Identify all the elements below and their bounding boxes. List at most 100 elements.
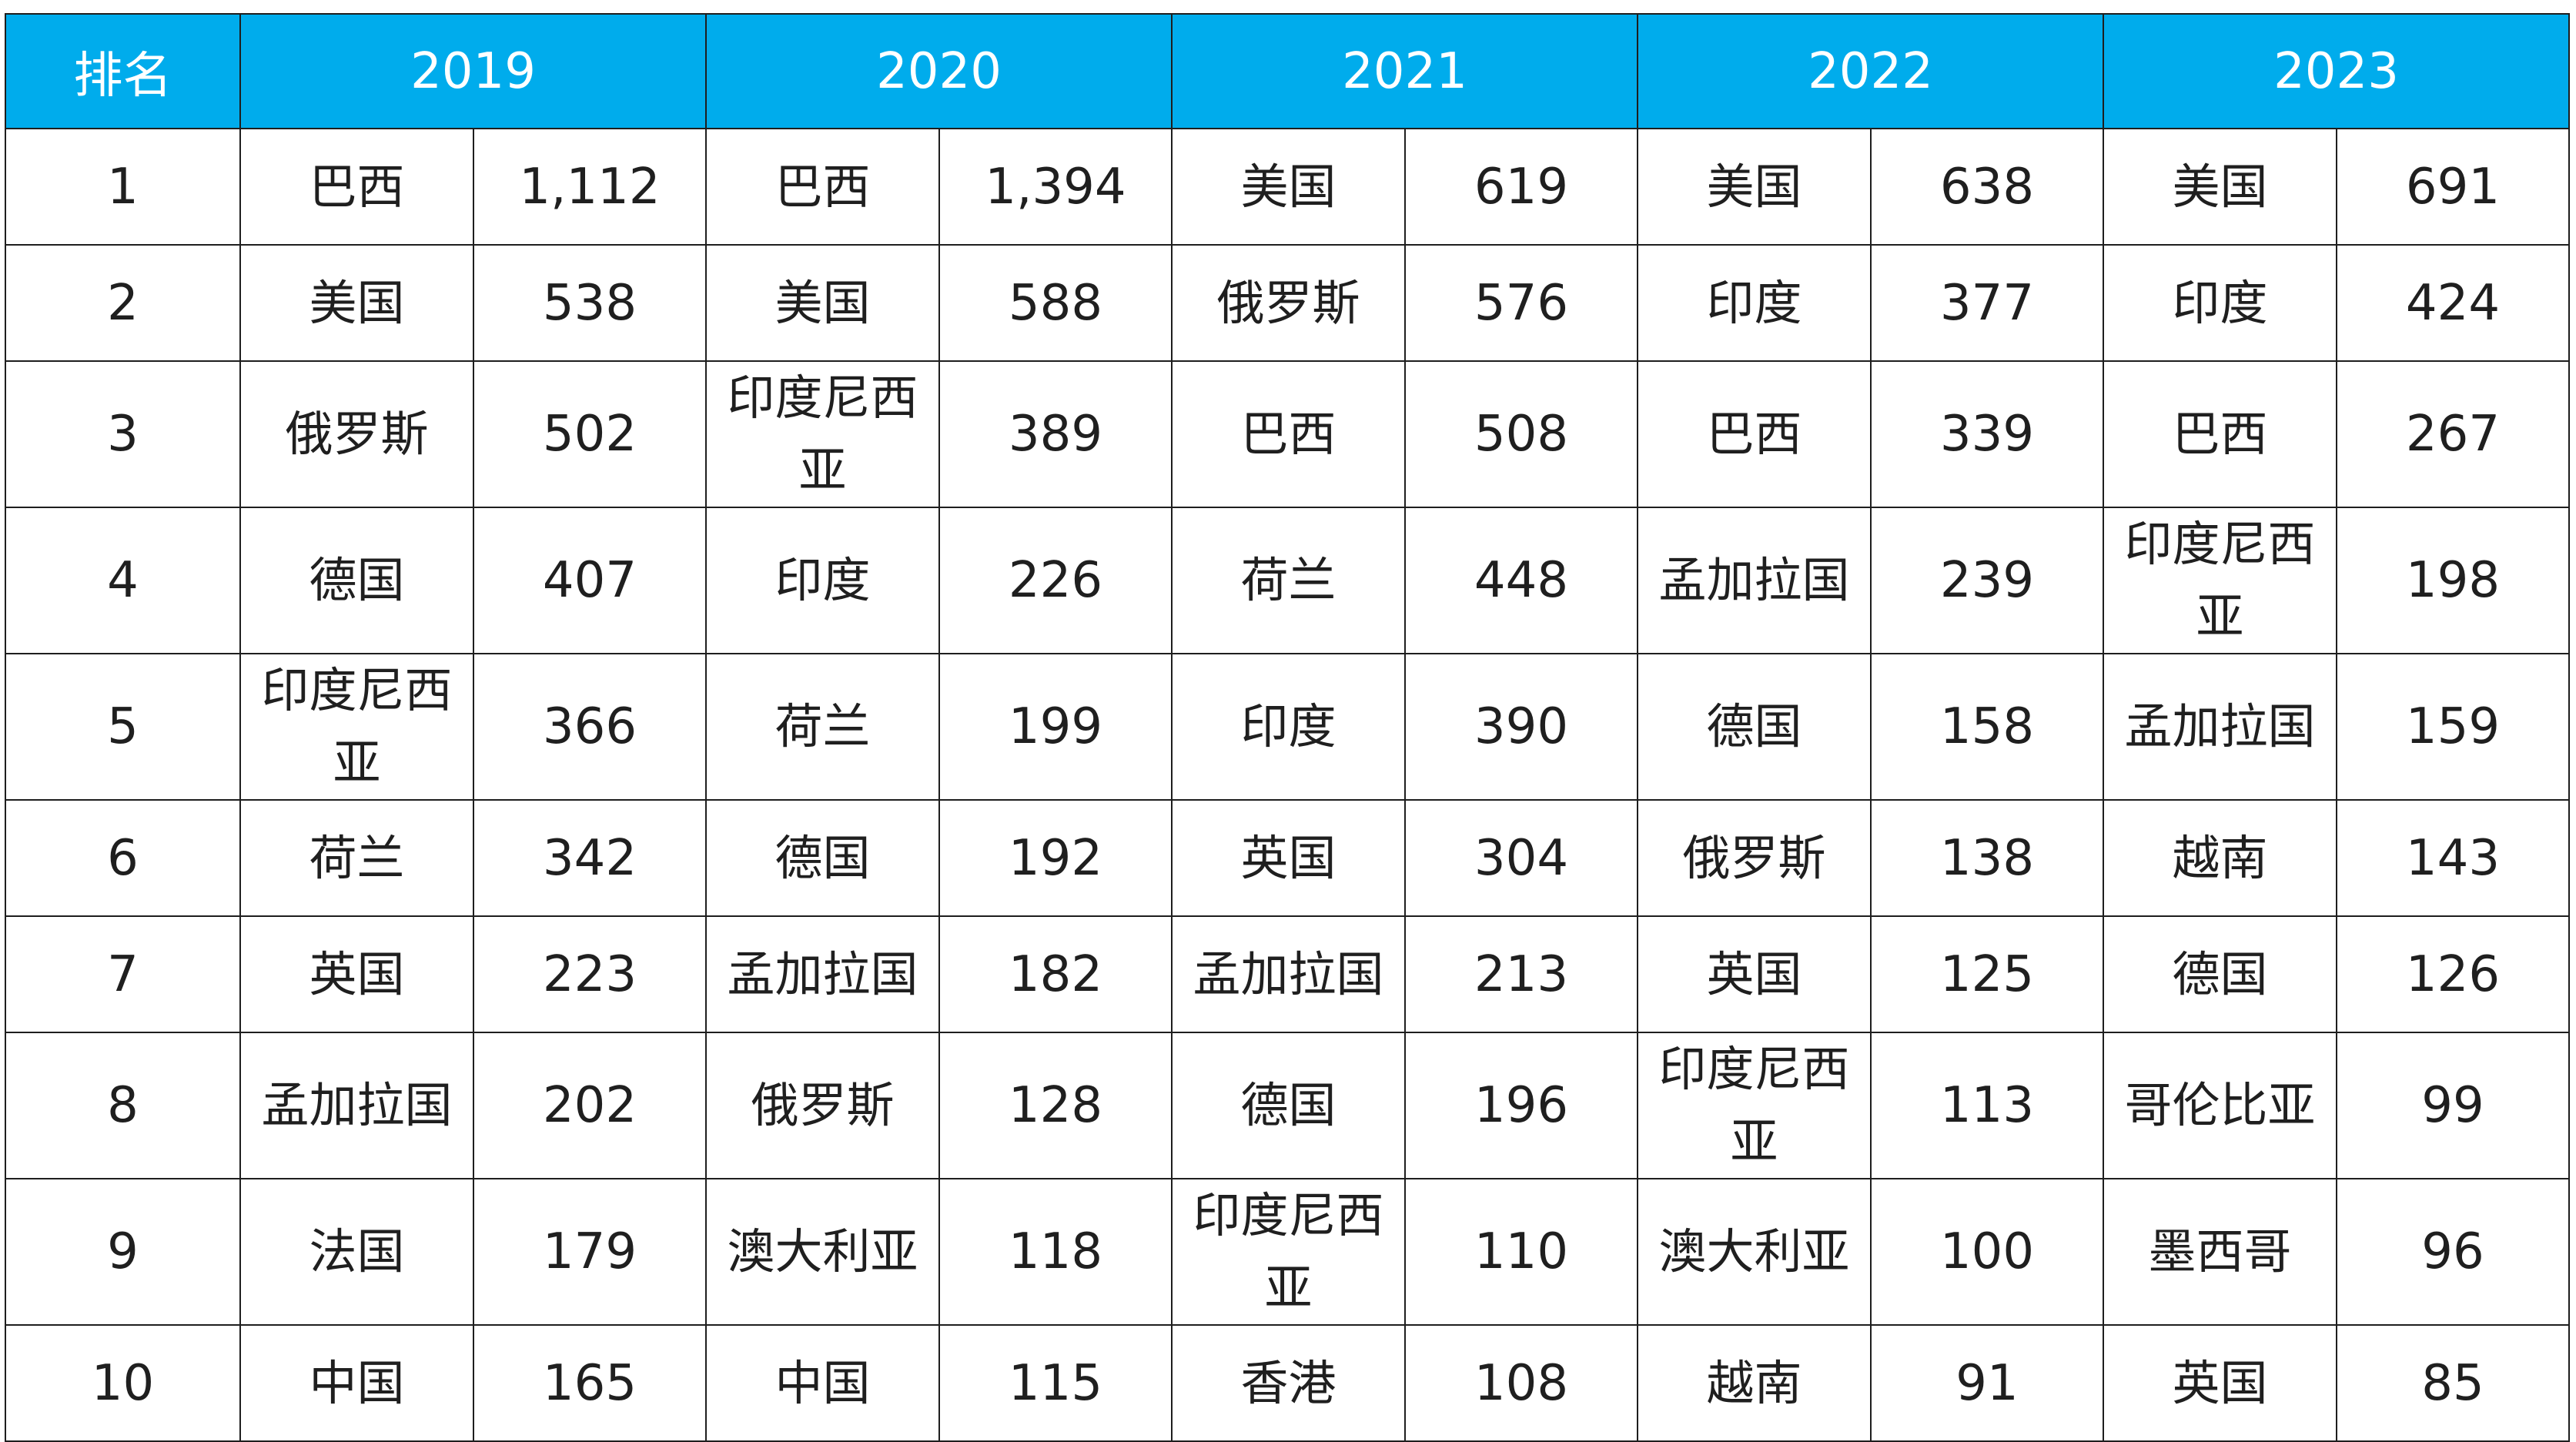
value-cell: 100 xyxy=(1870,1178,2104,1326)
header-row: 排名 2019 2020 2021 2022 2023 xyxy=(5,13,2570,129)
country-cell: 俄罗斯 xyxy=(1637,799,1872,917)
value-cell: 115 xyxy=(938,1324,1173,1442)
country-cell: 德国 xyxy=(705,799,940,917)
value-cell: 110 xyxy=(1404,1178,1638,1326)
year-header-2019: 2019 xyxy=(239,13,707,129)
value-cell: 377 xyxy=(1870,244,2104,362)
value-cell: 202 xyxy=(473,1032,707,1179)
rank-cell: 8 xyxy=(5,1032,241,1179)
rank-cell: 4 xyxy=(5,507,241,654)
table-row: 8 孟加拉国 202 俄罗斯 128 德国 196 印度尼西亚 113 哥伦比亚 99 xyxy=(5,1032,2570,1179)
value-cell: 508 xyxy=(1404,360,1638,508)
value-cell: 126 xyxy=(2336,915,2570,1033)
country-cell: 哥伦比亚 xyxy=(2103,1032,2337,1179)
table-row: 5 印度尼西亚 366 荷兰 199 印度 390 德国 158 孟加拉国 159 xyxy=(5,653,2570,801)
table-row: 10 中国 165 中国 115 香港 108 越南 91 英国 85 xyxy=(5,1324,2570,1442)
value-cell: 267 xyxy=(2336,360,2570,508)
country-cell: 印度 xyxy=(2103,244,2337,362)
table-row: 6 荷兰 342 德国 192 英国 304 俄罗斯 138 越南 143 xyxy=(5,799,2570,917)
country-cell: 荷兰 xyxy=(705,653,940,801)
country-cell: 俄罗斯 xyxy=(1171,244,1406,362)
value-cell: 108 xyxy=(1404,1324,1638,1442)
country-cell: 荷兰 xyxy=(1171,507,1406,654)
value-cell: 1,112 xyxy=(473,128,707,246)
value-cell: 1,394 xyxy=(938,128,1173,246)
value-cell: 448 xyxy=(1404,507,1638,654)
country-cell: 荷兰 xyxy=(239,799,474,917)
country-cell: 美国 xyxy=(239,244,474,362)
value-cell: 213 xyxy=(1404,915,1638,1033)
country-cell: 巴西 xyxy=(239,128,474,246)
country-cell: 印度 xyxy=(1637,244,1872,362)
value-cell: 424 xyxy=(2336,244,2570,362)
country-cell: 英国 xyxy=(1171,799,1406,917)
country-cell: 孟加拉国 xyxy=(705,915,940,1033)
year-header-2021: 2021 xyxy=(1171,13,1638,129)
country-cell: 巴西 xyxy=(1637,360,1872,508)
value-cell: 619 xyxy=(1404,128,1638,246)
country-cell: 孟加拉国 xyxy=(2103,653,2337,801)
year-header-2020: 2020 xyxy=(705,13,1173,129)
country-cell: 中国 xyxy=(705,1324,940,1442)
value-cell: 196 xyxy=(1404,1032,1638,1179)
country-cell: 印度尼西亚 xyxy=(1171,1178,1406,1326)
rank-cell: 2 xyxy=(5,244,241,362)
country-cell: 英国 xyxy=(239,915,474,1033)
table-row: 9 法国 179 澳大利亚 118 印度尼西亚 110 澳大利亚 100 墨西哥 96 xyxy=(5,1178,2570,1326)
value-cell: 143 xyxy=(2336,799,2570,917)
country-cell: 德国 xyxy=(1171,1032,1406,1179)
value-cell: 128 xyxy=(938,1032,1173,1179)
country-cell: 德国 xyxy=(2103,915,2337,1033)
country-cell: 巴西 xyxy=(705,128,940,246)
value-cell: 691 xyxy=(2336,128,2570,246)
country-cell: 俄罗斯 xyxy=(239,360,474,508)
country-cell: 美国 xyxy=(1637,128,1872,246)
country-cell: 巴西 xyxy=(2103,360,2337,508)
country-cell: 孟加拉国 xyxy=(1637,507,1872,654)
value-cell: 342 xyxy=(473,799,707,917)
value-cell: 239 xyxy=(1870,507,2104,654)
year-header-2023: 2023 xyxy=(2103,13,2570,129)
table-row: 2 美国 538 美国 588 俄罗斯 576 印度 377 印度 424 xyxy=(5,244,2570,362)
country-cell: 英国 xyxy=(2103,1324,2337,1442)
rank-cell: 10 xyxy=(5,1324,241,1442)
country-cell: 美国 xyxy=(1171,128,1406,246)
table-row: 4 德国 407 印度 226 荷兰 448 孟加拉国 239 印度尼西亚 198 xyxy=(5,507,2570,654)
year-header-2022: 2022 xyxy=(1637,13,2104,129)
ranking-table: 排名 2019 2020 2021 2022 2023 1 巴西 1,112 巴西 1,… xyxy=(5,13,2570,1442)
country-cell: 德国 xyxy=(239,507,474,654)
table-row: 3 俄罗斯 502 印度尼西亚 389 巴西 508 巴西 339 巴西 267 xyxy=(5,360,2570,508)
value-cell: 638 xyxy=(1870,128,2104,246)
country-cell: 法国 xyxy=(239,1178,474,1326)
country-cell: 美国 xyxy=(705,244,940,362)
country-cell: 印度尼西亚 xyxy=(705,360,940,508)
value-cell: 588 xyxy=(938,244,1173,362)
value-cell: 304 xyxy=(1404,799,1638,917)
country-cell: 中国 xyxy=(239,1324,474,1442)
value-cell: 192 xyxy=(938,799,1173,917)
country-cell: 印度 xyxy=(705,507,940,654)
country-cell: 德国 xyxy=(1637,653,1872,801)
rank-header: 排名 xyxy=(5,13,241,129)
rank-cell: 7 xyxy=(5,915,241,1033)
rank-cell: 3 xyxy=(5,360,241,508)
country-cell: 越南 xyxy=(1637,1324,1872,1442)
country-cell: 俄罗斯 xyxy=(705,1032,940,1179)
value-cell: 91 xyxy=(1870,1324,2104,1442)
country-cell: 印度尼西亚 xyxy=(2103,507,2337,654)
rank-cell: 1 xyxy=(5,128,241,246)
value-cell: 390 xyxy=(1404,653,1638,801)
rank-cell: 6 xyxy=(5,799,241,917)
table-row: 1 巴西 1,112 巴西 1,394 美国 619 美国 638 美国 691 xyxy=(5,128,2570,246)
value-cell: 407 xyxy=(473,507,707,654)
value-cell: 85 xyxy=(2336,1324,2570,1442)
country-cell: 印度 xyxy=(1171,653,1406,801)
rank-cell: 5 xyxy=(5,653,241,801)
value-cell: 223 xyxy=(473,915,707,1033)
value-cell: 389 xyxy=(938,360,1173,508)
value-cell: 165 xyxy=(473,1324,707,1442)
country-cell: 印度尼西亚 xyxy=(1637,1032,1872,1179)
country-cell: 澳大利亚 xyxy=(1637,1178,1872,1326)
country-cell: 美国 xyxy=(2103,128,2337,246)
country-cell: 越南 xyxy=(2103,799,2337,917)
